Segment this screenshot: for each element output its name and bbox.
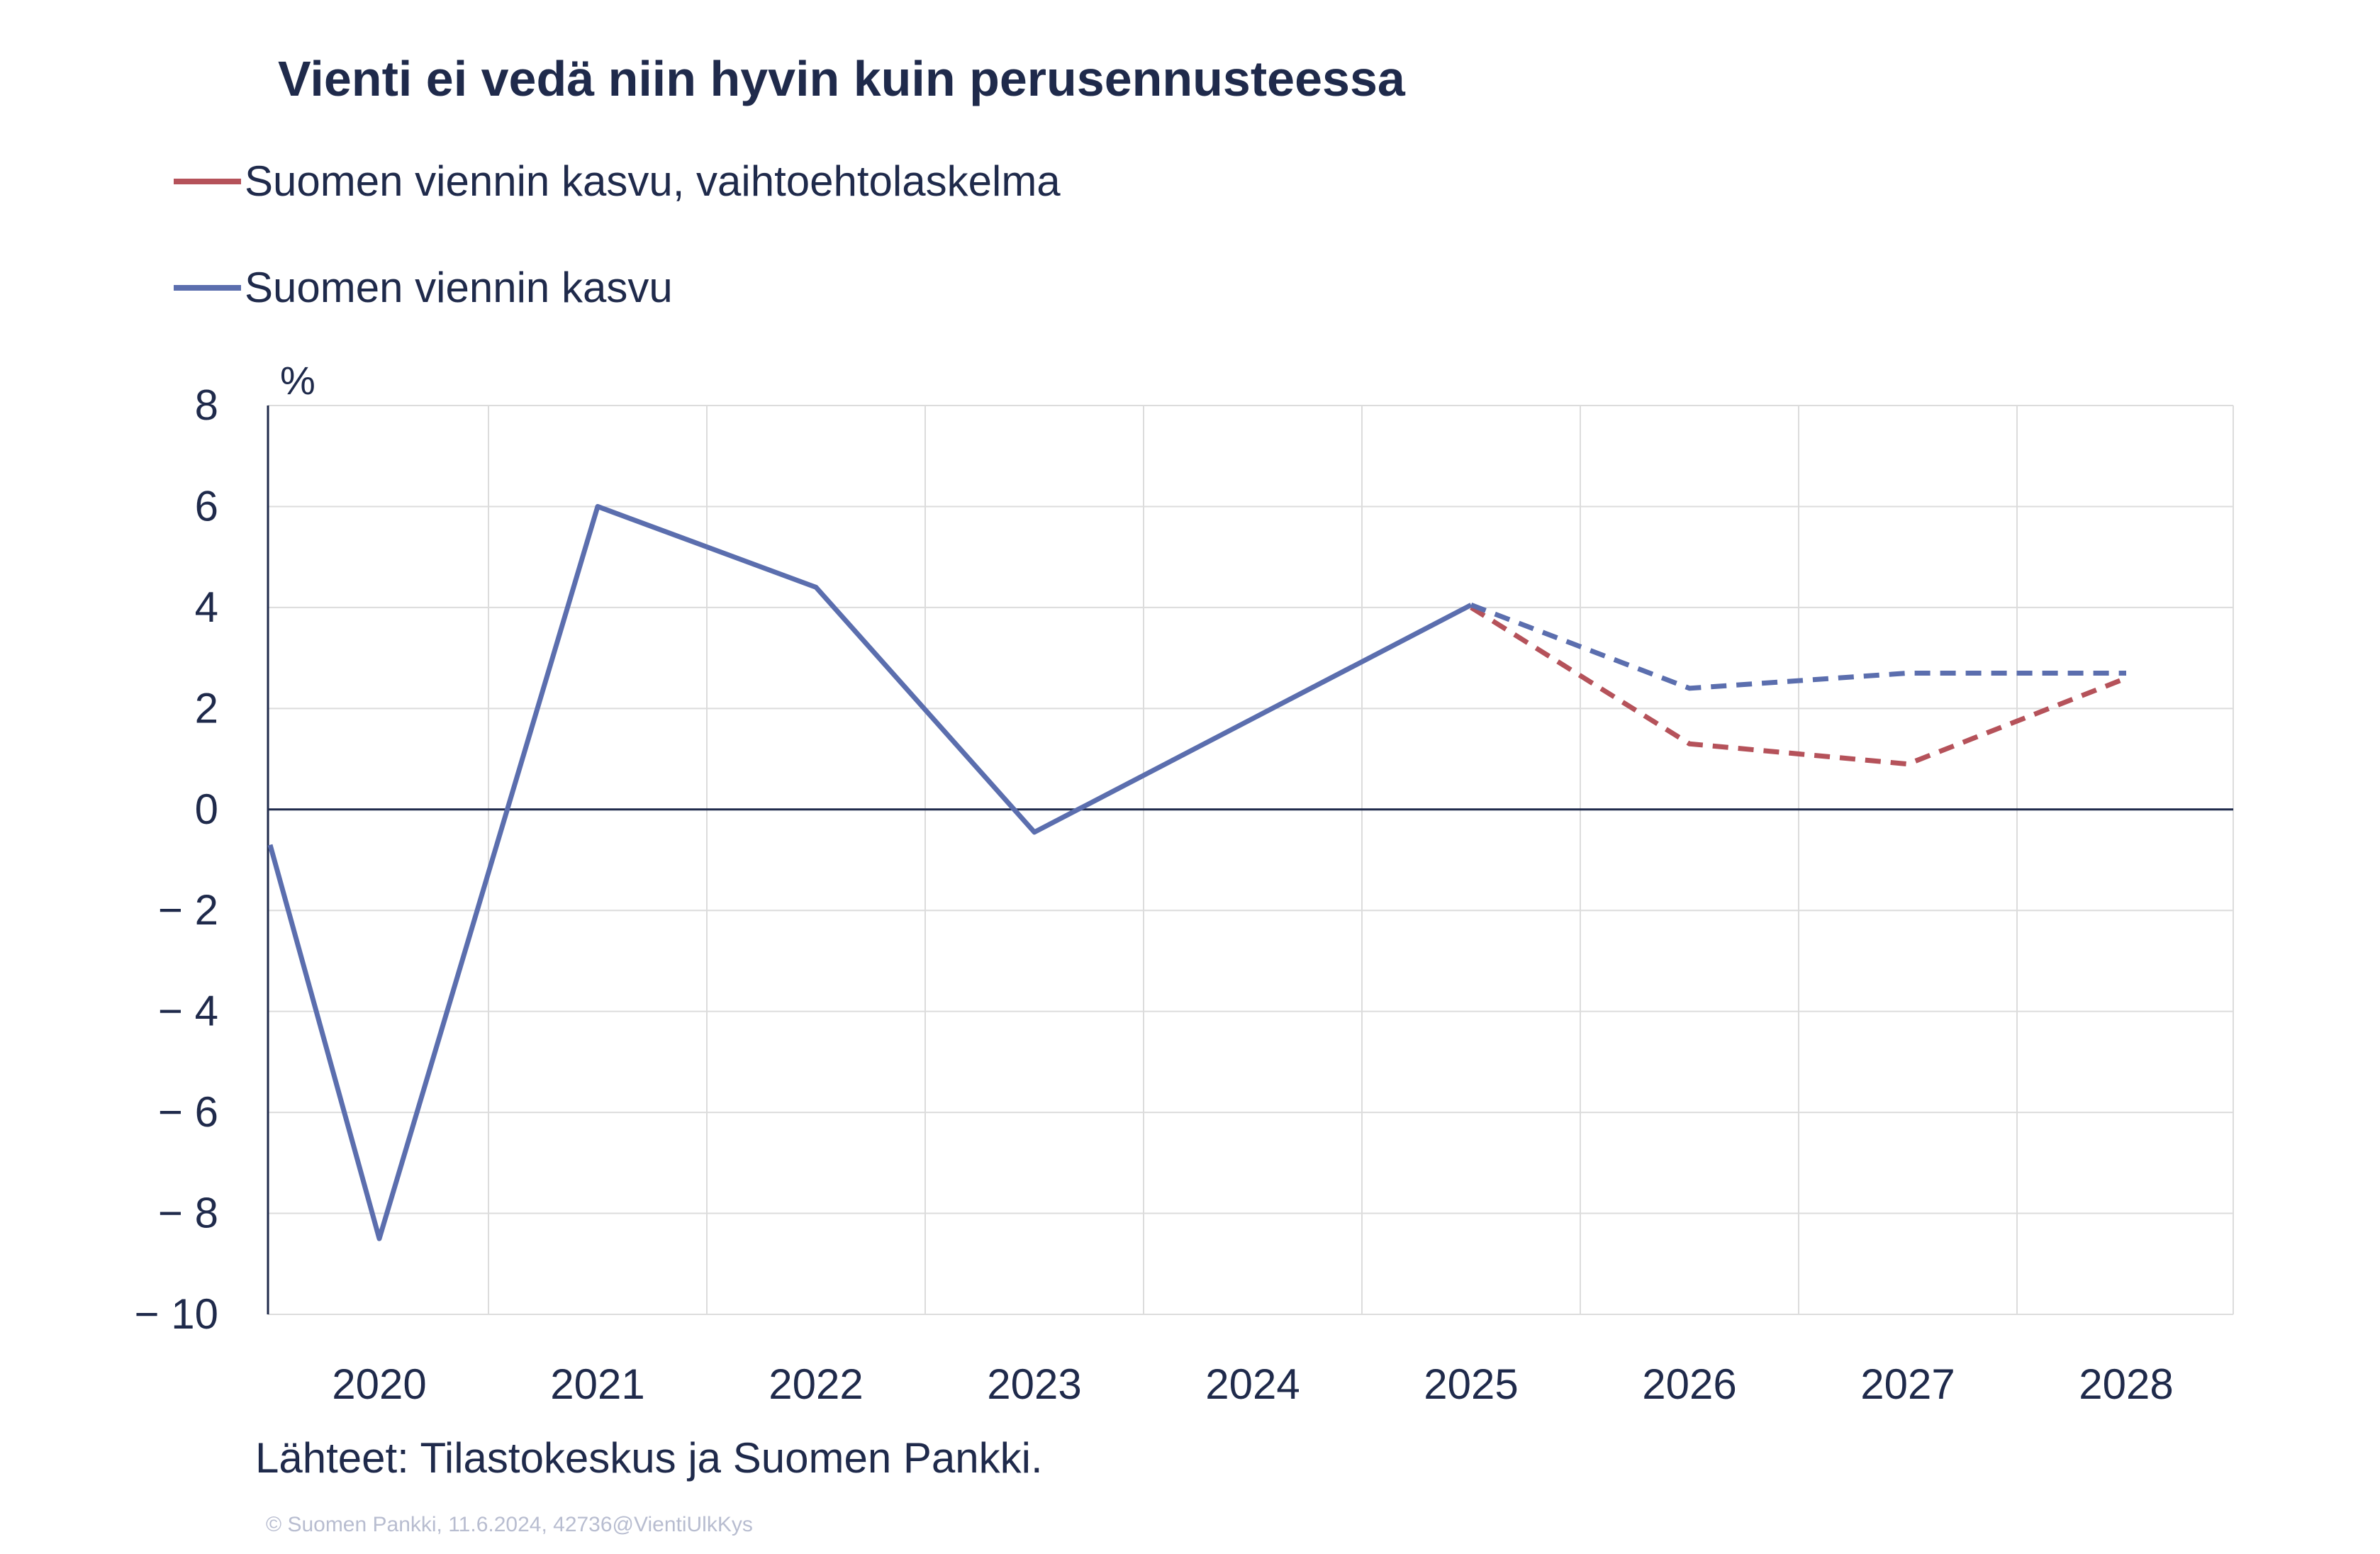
- y-tick-label: − 4: [158, 988, 218, 1035]
- y-tick-label: 8: [195, 381, 218, 429]
- y-axis-unit: %: [280, 358, 315, 403]
- y-tick-labels: 8 6 4 2 0 − 2 − 4 − 6 − 8 − 10: [135, 381, 218, 1338]
- y-tick-label: 0: [195, 786, 218, 833]
- series-lines: [267, 503, 2128, 1241]
- series-line-export-growth: [267, 503, 1473, 1241]
- legend-label-export-growth: Suomen viennin kasvu: [245, 264, 673, 311]
- y-tick-label: 2: [195, 684, 218, 732]
- y-tick-label: − 10: [135, 1290, 218, 1338]
- series-line-alternative: [1470, 605, 2128, 767]
- y-tick-label: − 2: [158, 886, 218, 934]
- chart-title: Vienti ei vedä niin hyvin kuin perusennu…: [278, 51, 1406, 106]
- gridlines: [268, 405, 2234, 1315]
- legend-label-alternative: Suomen viennin kasvu, vaihtoehtolaskelma: [245, 157, 1061, 205]
- axes: [267, 406, 2233, 1314]
- series-line-export-growth-forecast: [1470, 603, 2126, 691]
- x-tick-label: 2028: [2079, 1360, 2173, 1408]
- x-tick-label: 2024: [1205, 1360, 1300, 1408]
- x-tick-label: 2025: [1424, 1360, 1518, 1408]
- x-tick-label: 2021: [550, 1360, 644, 1408]
- copyright-note: © Suomen Pankki, 11.6.2024, 42736@Vienti…: [266, 1513, 753, 1536]
- y-tick-label: − 8: [158, 1190, 218, 1237]
- x-tick-labels: 2020 2021 2022 2023 2024 2025 2026 2027 2028: [332, 1360, 2173, 1408]
- y-tick-label: 6: [195, 482, 218, 530]
- x-tick-label: 2023: [987, 1360, 1081, 1408]
- x-tick-label: 2020: [332, 1360, 426, 1408]
- source-note: Lähteet: Tilastokeskus ja Suomen Pankki.: [255, 1434, 1043, 1482]
- x-tick-label: 2026: [1642, 1360, 1736, 1408]
- y-tick-label: − 6: [158, 1088, 218, 1136]
- y-tick-label: 4: [195, 583, 218, 631]
- legend: Suomen viennin kasvu, vaihtoehtolaskelma…: [174, 157, 1061, 311]
- x-tick-label: 2027: [1860, 1360, 1955, 1408]
- x-tick-label: 2022: [769, 1360, 863, 1408]
